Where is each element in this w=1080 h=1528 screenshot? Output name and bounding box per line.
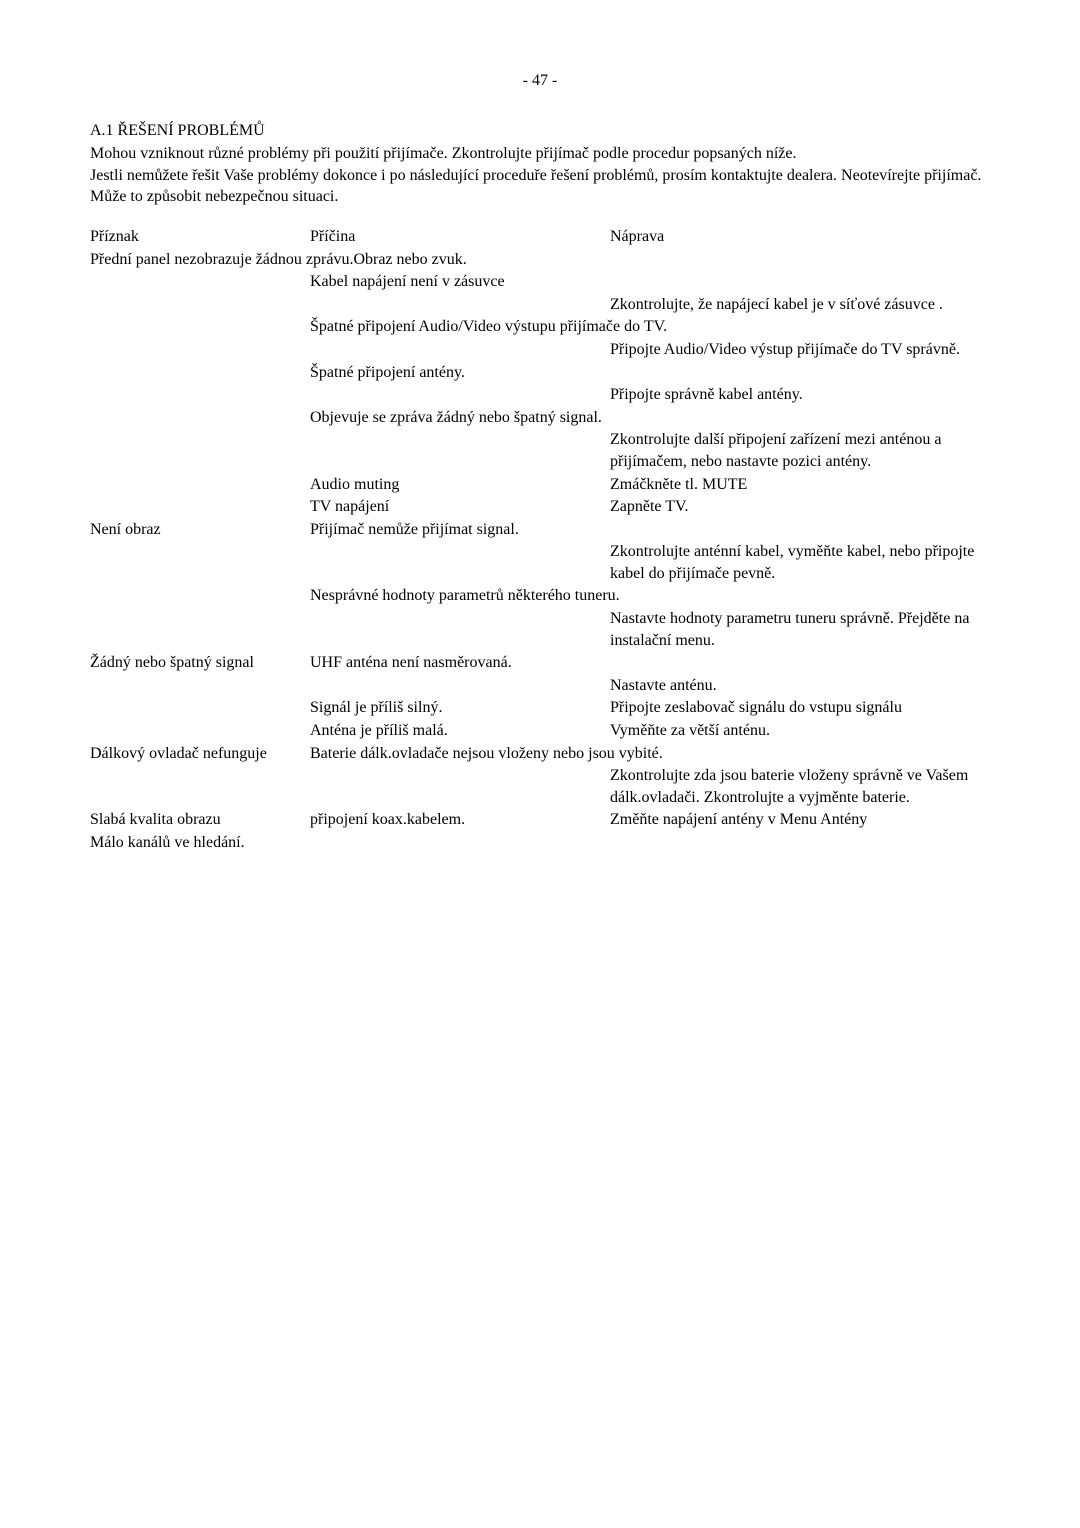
r3-cause3: Anténa je příliš malá. [310, 720, 600, 742]
r1-fix3: Připojte správně kabel antény. [600, 384, 990, 406]
r1-fix6: Zapněte TV. [600, 496, 990, 518]
r1-cause3: Špatné připojení antény. [310, 362, 990, 384]
header-symptom: Příznak [90, 226, 310, 248]
r1-symptom: Přední panel nezobrazuje žádnou zprávu.O… [90, 249, 990, 271]
r1-cause2: Špatné připojení Audio/Video výstupu při… [310, 316, 990, 338]
r1-cause6: TV napájení [310, 496, 600, 518]
section-title: A.1 ŘEŠENÍ PROBLÉMŮ [90, 120, 990, 142]
r4-symptom: Dálkový ovladač nefunguje [90, 743, 310, 765]
header-fix: Náprava [600, 226, 990, 248]
page-number: - 47 - [90, 70, 990, 92]
r3-cause2: Signál je příliš silný. [310, 697, 600, 719]
r1-cause5: Audio muting [310, 474, 600, 496]
header-cause: Příčina [310, 226, 600, 248]
r1-fix5: Zmáčkněte tl. MUTE [600, 474, 990, 496]
r3-fix1: Nastavte anténu. [600, 675, 990, 697]
r2-cause1: Přijímač nemůže přijímat signal. [310, 519, 600, 541]
r1-fix2: Připojte Audio/Video výstup přijímače do… [600, 339, 990, 361]
r5-cause1: připojení koax.kabelem. [310, 809, 600, 831]
r1-fix4: Zkontrolujte další připojení zařízení me… [600, 429, 990, 472]
r2-fix1: Zkontrolujte anténní kabel, vyměňte kabe… [600, 541, 990, 584]
r3-fix3: Vyměňte za větší anténu. [600, 720, 990, 742]
r5-symptom: Slabá kvalita obrazu [90, 809, 310, 831]
r1-cause1: Kabel napájení není v zásuvce [310, 271, 990, 293]
r3-cause1: UHF anténa není nasměrovaná. [310, 652, 600, 674]
r1-fix1: Zkontrolujte, že napájecí kabel je v síť… [600, 294, 990, 316]
r6-symptom: Málo kanálů ve hledání. [90, 832, 990, 854]
r2-symptom: Není obraz [90, 519, 310, 541]
r3-fix2: Připojte zeslabovač signálu do vstupu si… [600, 697, 990, 719]
r4-fix1: Zkontrolujte zda jsou baterie vloženy sp… [600, 765, 990, 808]
r3-symptom: Žádný nebo špatný signal [90, 652, 310, 674]
r1-cause4: Objevuje se zpráva žádný nebo špatný sig… [310, 407, 990, 429]
section-intro: Mohou vzniknout různé problémy při použi… [90, 143, 990, 208]
r2-fix2: Nastavte hodnoty parametru tuneru správn… [600, 608, 990, 651]
r2-cause2: Nesprávné hodnoty parametrů některého tu… [310, 585, 990, 607]
r5-fix1: Změňte napájení antény v Menu Antény [600, 809, 990, 831]
r4-cause1: Baterie dálk.ovladače nejsou vloženy neb… [310, 743, 990, 765]
